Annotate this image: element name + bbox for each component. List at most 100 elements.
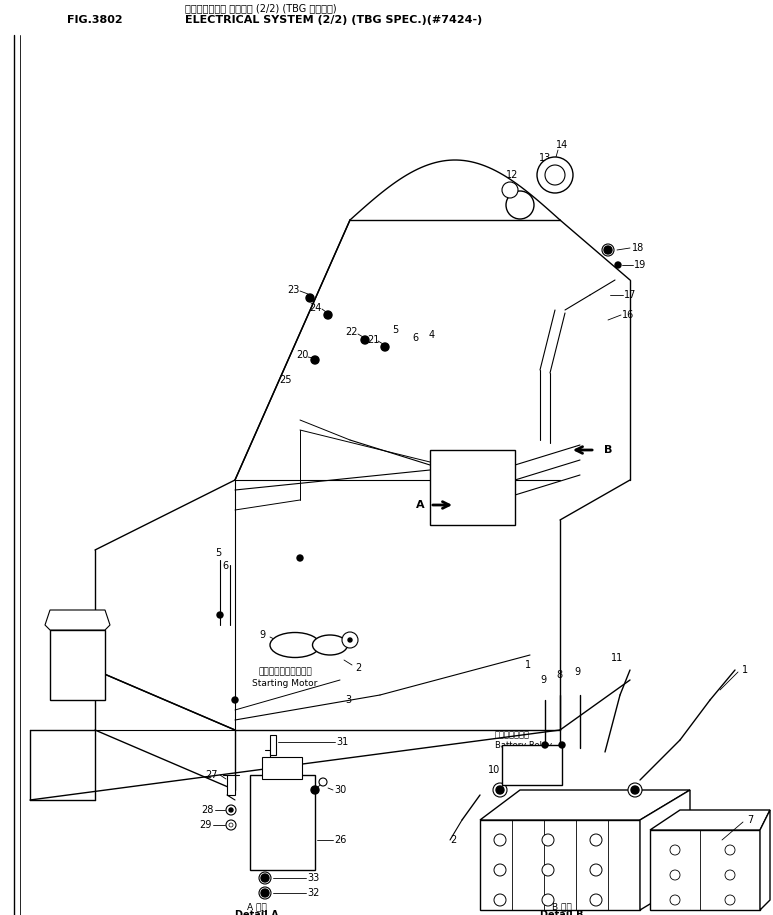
Text: 7: 7 <box>747 815 753 825</box>
Circle shape <box>725 845 735 855</box>
Circle shape <box>494 894 506 906</box>
Circle shape <box>494 834 506 846</box>
Circle shape <box>306 294 314 302</box>
Text: 28: 28 <box>201 805 213 815</box>
Text: Detail A: Detail A <box>235 910 279 915</box>
Text: 30: 30 <box>334 785 346 795</box>
Text: 12: 12 <box>506 170 518 180</box>
Text: 22: 22 <box>346 327 358 337</box>
Circle shape <box>670 895 680 905</box>
Circle shape <box>590 894 602 906</box>
Text: 2: 2 <box>450 835 456 845</box>
Text: 6: 6 <box>222 561 228 571</box>
Circle shape <box>542 894 554 906</box>
Circle shape <box>226 820 236 830</box>
Circle shape <box>342 632 358 648</box>
Text: Battery Relay: Battery Relay <box>495 740 552 749</box>
Bar <box>227 775 235 795</box>
Text: B 詳細: B 詳細 <box>552 902 572 911</box>
Text: 21: 21 <box>367 335 380 345</box>
Circle shape <box>725 895 735 905</box>
Text: 9: 9 <box>259 630 265 640</box>
Circle shape <box>259 872 271 884</box>
Text: Detail B: Detail B <box>540 910 584 915</box>
Circle shape <box>311 786 319 794</box>
Circle shape <box>542 864 554 876</box>
Text: 6: 6 <box>412 333 418 343</box>
Circle shape <box>232 697 238 703</box>
Ellipse shape <box>312 635 348 655</box>
Text: 2: 2 <box>355 663 361 673</box>
Text: 27: 27 <box>206 770 218 780</box>
Polygon shape <box>480 790 690 820</box>
Circle shape <box>542 834 554 846</box>
Text: ELECTRICAL SYSTEM (2/2) (TBG SPEC.)(#7424-): ELECTRICAL SYSTEM (2/2) (TBG SPEC.)(#742… <box>185 15 482 25</box>
Circle shape <box>670 870 680 880</box>
Text: 25: 25 <box>279 375 291 385</box>
Text: 16: 16 <box>621 310 634 320</box>
Text: 17: 17 <box>624 290 636 300</box>
Text: バッテリリレー: バッテリリレー <box>495 730 530 739</box>
Polygon shape <box>650 810 770 830</box>
Text: スターティングモータ: スターティングモータ <box>258 668 312 676</box>
Text: 8: 8 <box>556 670 562 680</box>
Text: 1: 1 <box>525 660 531 670</box>
Circle shape <box>297 555 303 561</box>
Text: 29: 29 <box>199 820 211 830</box>
Text: 9: 9 <box>574 667 580 677</box>
Text: 3: 3 <box>345 695 351 705</box>
Circle shape <box>559 742 565 748</box>
Circle shape <box>602 244 614 256</box>
Polygon shape <box>760 810 770 910</box>
Text: 15: 15 <box>514 195 526 205</box>
Text: 5: 5 <box>392 325 398 335</box>
Circle shape <box>311 356 319 364</box>
Bar <box>430 450 515 525</box>
Circle shape <box>496 786 504 794</box>
Circle shape <box>259 887 271 899</box>
Circle shape <box>628 783 642 797</box>
Bar <box>50 630 105 700</box>
Circle shape <box>725 870 735 880</box>
Text: 19: 19 <box>634 260 646 270</box>
Text: 32: 32 <box>307 888 319 898</box>
Circle shape <box>229 823 233 827</box>
Text: 14: 14 <box>556 140 568 150</box>
Text: Starting Motor: Starting Motor <box>252 679 318 687</box>
Circle shape <box>261 874 269 882</box>
Polygon shape <box>640 790 690 910</box>
Ellipse shape <box>270 632 320 658</box>
Circle shape <box>631 786 639 794</box>
Polygon shape <box>45 610 110 630</box>
Text: 1: 1 <box>742 665 748 675</box>
Circle shape <box>229 808 233 812</box>
Circle shape <box>261 889 269 897</box>
Circle shape <box>381 343 389 351</box>
Polygon shape <box>480 820 640 910</box>
Bar <box>270 735 276 755</box>
Circle shape <box>348 638 352 642</box>
Circle shape <box>493 783 507 797</box>
Circle shape <box>506 191 534 219</box>
Circle shape <box>590 864 602 876</box>
Bar <box>502 745 562 785</box>
Text: 18: 18 <box>632 243 644 253</box>
Text: エレクトリカル システム (2/2) (TBG スペック): エレクトリカル システム (2/2) (TBG スペック) <box>185 3 336 13</box>
Text: A 詳細: A 詳細 <box>247 902 267 911</box>
Text: 31: 31 <box>336 737 348 747</box>
Circle shape <box>217 612 223 618</box>
Text: B: B <box>604 445 612 455</box>
Circle shape <box>502 182 518 198</box>
Text: A: A <box>416 500 424 510</box>
Text: 13: 13 <box>539 153 551 163</box>
Polygon shape <box>650 830 760 910</box>
Text: 11: 11 <box>611 653 623 663</box>
Text: 9: 9 <box>540 675 546 685</box>
Circle shape <box>590 834 602 846</box>
Text: 24: 24 <box>308 303 322 313</box>
Circle shape <box>542 742 548 748</box>
Circle shape <box>545 165 565 185</box>
Text: 23: 23 <box>287 285 299 295</box>
Text: 26: 26 <box>334 835 346 845</box>
Circle shape <box>604 246 612 254</box>
